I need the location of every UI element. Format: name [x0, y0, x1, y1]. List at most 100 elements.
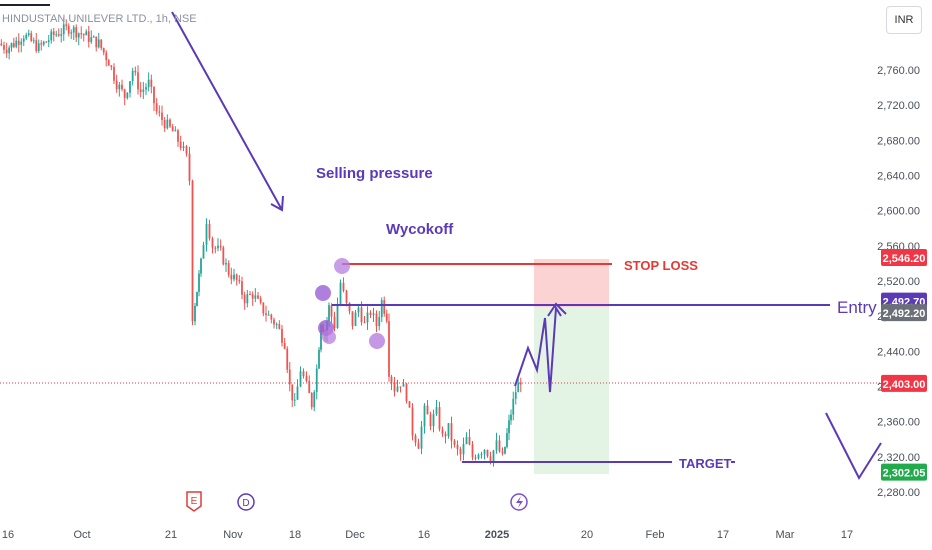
candle-body: [315, 368, 318, 392]
candle-body: [257, 295, 259, 299]
candle-body: [328, 305, 330, 322]
price-badge: [881, 374, 927, 392]
candle-body: [37, 43, 40, 51]
candle-body: [188, 153, 191, 181]
candle-body: [506, 433, 508, 447]
candle-body: [517, 382, 520, 393]
candle-body: [77, 33, 80, 38]
x-tick-label: 16: [418, 529, 430, 541]
candle-body: [225, 263, 227, 265]
candle-body: [67, 25, 70, 34]
candle-body: [438, 407, 441, 430]
candle-body: [465, 436, 468, 445]
candle-body: [480, 453, 483, 455]
candle-body: [450, 423, 453, 441]
candle-body: [55, 34, 58, 36]
candle-body: [40, 43, 43, 45]
candle-body: [65, 24, 68, 26]
candle-body: [32, 40, 35, 42]
x-tick-label: 21: [165, 529, 177, 541]
candle-body: [196, 291, 198, 307]
candle-body: [131, 70, 134, 82]
candle-body: [429, 414, 432, 427]
candle-body: [302, 371, 305, 377]
price-axis[interactable]: 2,280.002,320.002,360.002,400.002,440.00…: [877, 65, 920, 499]
candle-body: [57, 34, 60, 36]
candle-body: [222, 247, 225, 265]
candle-body: [270, 314, 273, 320]
candle-body: [360, 307, 363, 323]
candle-body: [205, 224, 208, 245]
candle-body: [299, 371, 302, 387]
selling-pressure-label: Selling pressure: [316, 165, 433, 182]
candle-body: [227, 263, 230, 275]
candle-body: [423, 405, 426, 427]
candle-body: [514, 392, 517, 399]
candle-body: [333, 316, 336, 328]
candle-body: [208, 224, 211, 239]
candle-body: [293, 399, 296, 401]
dividend-event[interactable]: D: [237, 493, 255, 511]
x-tick-label: 17: [841, 529, 853, 541]
candle-body: [97, 39, 100, 48]
candle-body: [200, 258, 202, 274]
y-tick-label: 2,720.00: [877, 100, 920, 112]
legend-underline: [0, 4, 50, 6]
symbol-legend[interactable]: HINDUSTAN UNILEVER LTD., 1h, NSE: [2, 13, 197, 25]
candle-body: [177, 130, 179, 142]
y-tick-label: 2,680.00: [877, 135, 920, 147]
candle-body: [42, 41, 45, 45]
selling-pressure-arrow: [171, 11, 283, 211]
candle-body: [471, 444, 474, 458]
candle-body: [27, 33, 30, 35]
candle-body: [113, 67, 115, 81]
earnings-event[interactable]: E: [186, 491, 202, 512]
x-tick-label: Mar: [776, 529, 795, 541]
candle-body: [275, 324, 278, 326]
candle-body: [262, 302, 265, 314]
time-axis[interactable]: 16 Oct 21 Nov 18 Dec 16 2025 20 Feb 17 Mar 17: [2, 529, 853, 541]
candle-body: [291, 384, 294, 401]
candle-body: [72, 27, 75, 33]
candle-body: [198, 273, 200, 292]
candle-body: [169, 119, 171, 127]
y-tick-label: 2,440.00: [877, 346, 920, 358]
candle-body: [153, 86, 155, 104]
candle-body: [273, 319, 275, 325]
candle-body: [498, 440, 501, 452]
price-badge-label: 2,302.05: [883, 468, 926, 480]
candle-body: [243, 294, 246, 304]
candle-body: [147, 79, 150, 88]
candle-body: [142, 89, 145, 92]
candle-body: [110, 65, 113, 68]
currency-button[interactable]: INR: [886, 6, 922, 34]
y-tick-label: 2,360.00: [877, 417, 920, 429]
candle-body: [50, 31, 53, 41]
candle-body: [278, 324, 281, 329]
candle-body: [375, 313, 378, 327]
candle-body: [158, 111, 161, 113]
candle-body: [267, 314, 270, 316]
candle-body: [357, 307, 360, 313]
candle-body: [510, 414, 512, 421]
candle-body: [90, 37, 93, 43]
candle-body: [123, 89, 126, 99]
candle-body: [35, 40, 38, 51]
candle-body: [426, 405, 429, 415]
candle-body: [444, 433, 447, 437]
candle-body: [251, 294, 254, 299]
split-event[interactable]: [510, 493, 528, 511]
candle-body: [211, 238, 214, 248]
candle-body: [411, 407, 414, 436]
x-tick-label: Nov: [223, 529, 243, 541]
x-tick-label: Oct: [73, 529, 90, 541]
candle-body: [171, 126, 174, 132]
candle-body: [214, 247, 217, 249]
candle-body: [459, 449, 462, 455]
candle-body: [145, 87, 147, 90]
candle-body: [194, 306, 196, 322]
candle-body: [150, 79, 153, 87]
candle-body: [254, 295, 257, 299]
price-badge-label: 2,546.20: [883, 253, 926, 265]
